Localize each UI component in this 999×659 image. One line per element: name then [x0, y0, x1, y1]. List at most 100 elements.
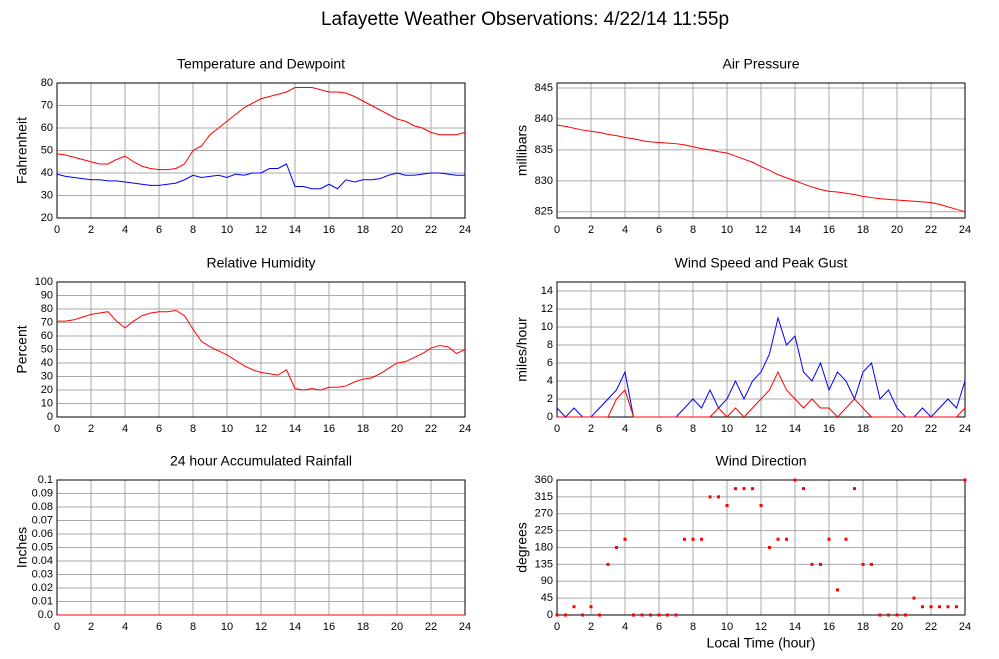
x-tick-label: 10 — [221, 224, 233, 236]
point — [785, 537, 788, 541]
x-tick-label: 6 — [156, 423, 162, 435]
y-tick-label: 6 — [547, 357, 553, 369]
point — [700, 537, 703, 541]
x-tick-label: 24 — [959, 621, 971, 633]
y-tick-label: 70 — [41, 316, 53, 328]
point — [564, 613, 567, 617]
x-tick-label: 20 — [391, 224, 403, 236]
series-line — [556, 124, 966, 213]
x-tick-label: 22 — [925, 423, 937, 435]
plot-frame — [556, 82, 966, 219]
x-tick-label: 8 — [190, 621, 196, 633]
x-tick-label: 12 — [255, 423, 267, 435]
x-tick-label: 12 — [755, 621, 767, 633]
series-line — [556, 316, 966, 418]
x-tick-label: 24 — [459, 423, 471, 435]
x-tick-label: 0 — [554, 621, 560, 633]
point — [870, 562, 873, 566]
y-axis-label: Inches — [14, 527, 30, 568]
series-line — [56, 87, 466, 171]
x-tick-label: 4 — [622, 224, 628, 236]
x-tick-label: 2 — [88, 621, 94, 633]
x-tick-label: 8 — [690, 621, 696, 633]
x-tick-label: 4 — [622, 423, 628, 435]
x-tick-label: 14 — [289, 621, 301, 633]
x-tick-label: 18 — [357, 224, 369, 236]
x-tick-label: 18 — [357, 423, 369, 435]
y-tick-label: 100 — [35, 276, 53, 288]
y-tick-label: 60 — [41, 122, 53, 134]
x-tick-label: 14 — [789, 621, 801, 633]
x-axis-label: Local Time (hour) — [707, 635, 816, 651]
point — [657, 613, 661, 617]
y-tick-label: 840 — [535, 113, 553, 125]
y-axis-label: degrees — [514, 522, 530, 573]
point — [640, 613, 644, 617]
y-tick-label: 10 — [41, 397, 53, 409]
y-tick-label: 0.04 — [32, 555, 53, 567]
y-tick-label: 12 — [541, 303, 553, 315]
point — [853, 487, 856, 491]
x-tick-label: 2 — [88, 224, 94, 236]
x-tick-label: 10 — [721, 621, 733, 633]
y-tick-label: 50 — [41, 144, 53, 156]
y-tick-label: 30 — [41, 370, 53, 382]
point — [623, 537, 627, 541]
x-tick-label: 8 — [690, 224, 696, 236]
x-tick-label: 18 — [357, 621, 369, 633]
point — [555, 613, 559, 617]
y-tick-label: 10 — [541, 321, 553, 333]
point — [708, 495, 712, 499]
x-tick-label: 4 — [122, 423, 128, 435]
y-tick-label: 90 — [41, 289, 53, 301]
x-tick-label: 16 — [823, 621, 835, 633]
plot-frame — [56, 82, 466, 219]
point — [674, 613, 678, 617]
y-tick-label: 8 — [547, 339, 553, 351]
y-tick-label: 825 — [535, 206, 553, 218]
series-line — [56, 163, 465, 190]
x-tick-label: 16 — [323, 621, 335, 633]
x-tick-label: 12 — [255, 224, 267, 236]
point — [768, 546, 771, 549]
y-axis-label: millibars — [514, 125, 530, 176]
x-tick-label: 8 — [690, 423, 696, 435]
point — [759, 504, 763, 507]
x-tick-label: 2 — [588, 621, 594, 633]
y-tick-label: 360 — [535, 474, 553, 486]
x-tick-label: 2 — [588, 224, 594, 236]
y-tick-label: 0.05 — [32, 541, 53, 553]
y-tick-label: 845 — [535, 82, 553, 94]
x-tick-label: 16 — [823, 224, 835, 236]
point — [844, 537, 848, 541]
y-tick-label: 20 — [41, 384, 53, 396]
point — [810, 562, 814, 566]
x-tick-label: 22 — [925, 224, 937, 236]
x-tick-label: 2 — [88, 423, 94, 435]
x-tick-label: 20 — [891, 224, 903, 236]
y-tick-label: 830 — [535, 175, 553, 187]
x-tick-label: 20 — [391, 423, 403, 435]
x-tick-label: 0 — [554, 224, 560, 236]
point — [649, 613, 652, 617]
y-tick-label: 0.09 — [32, 487, 53, 499]
point — [725, 504, 729, 507]
y-tick-label: 315 — [535, 491, 553, 503]
y-tick-label: 135 — [535, 558, 553, 570]
y-tick-label: 0 — [47, 411, 53, 423]
x-tick-label: 16 — [323, 423, 335, 435]
plot-frame — [556, 479, 966, 616]
x-tick-label: 16 — [823, 423, 835, 435]
series-line — [57, 309, 466, 391]
point — [861, 562, 865, 566]
point — [776, 537, 780, 541]
y-tick-label: 20 — [41, 212, 53, 224]
point — [606, 562, 610, 566]
y-tick-label: 180 — [535, 541, 553, 553]
y-tick-label: 0 — [547, 411, 553, 423]
x-tick-label: 22 — [925, 621, 937, 633]
x-tick-label: 22 — [425, 423, 437, 435]
x-tick-label: 4 — [122, 621, 128, 633]
point — [581, 613, 584, 617]
